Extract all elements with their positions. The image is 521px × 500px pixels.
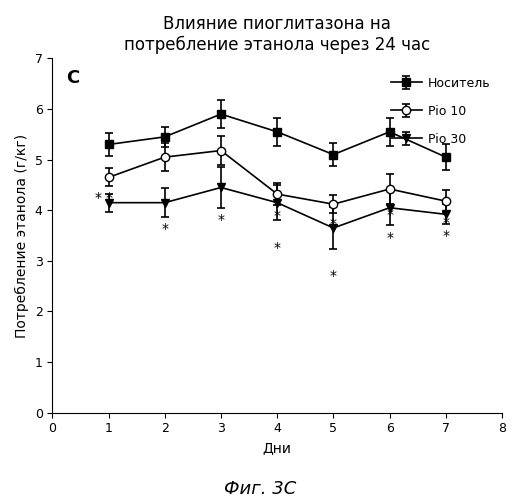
Text: *: * (442, 230, 449, 243)
Text: *: * (442, 216, 449, 230)
Legend: Носитель, Pio 10, Pio 30: Носитель, Pio 10, Pio 30 (386, 72, 496, 151)
Text: Фиг. 3C: Фиг. 3C (225, 480, 296, 498)
Text: *: * (274, 209, 281, 223)
Title: Влияние пиоглитазона на
потребление этанола через 24 час: Влияние пиоглитазона на потребление этан… (124, 15, 430, 54)
X-axis label: Дни: Дни (263, 441, 292, 455)
Text: *: * (95, 190, 102, 204)
Text: *: * (105, 190, 112, 204)
Text: *: * (274, 240, 281, 254)
Y-axis label: Потребление этанола (г/кг): Потребление этанола (г/кг) (15, 134, 29, 338)
Text: *: * (162, 222, 168, 236)
Text: *: * (330, 270, 337, 283)
Text: *: * (330, 218, 337, 232)
Text: *: * (386, 208, 393, 222)
Text: *: * (386, 230, 393, 244)
Text: *: * (217, 213, 225, 227)
Text: C: C (66, 69, 79, 87)
